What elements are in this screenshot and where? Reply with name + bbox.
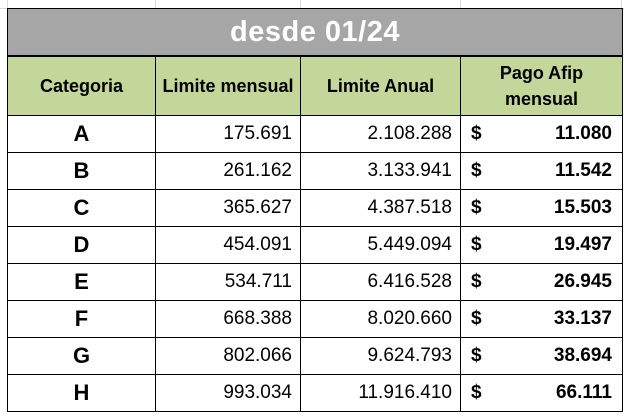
pago-amount: 15.503 <box>553 197 613 218</box>
cell-limite-anual[interactable]: 6.416.528 <box>300 263 461 301</box>
cell-limite-mensual[interactable]: 993.034 <box>155 374 301 412</box>
currency-symbol: $ <box>471 308 482 329</box>
cell-limite-mensual[interactable]: 175.691 <box>155 115 301 153</box>
cell-limite-anual[interactable]: 2.108.288 <box>300 115 461 153</box>
pago-amount: 38.694 <box>553 345 613 366</box>
cell-limite-mensual[interactable]: 261.162 <box>155 152 301 190</box>
table-title[interactable]: desde 01/24 <box>6 8 624 57</box>
header-pago-line1: Pago Afip <box>499 63 584 83</box>
cell-pago-afip[interactable]: $ 38.694 <box>459 337 624 375</box>
pago-amount: 26.945 <box>553 271 613 292</box>
header-limite-anual[interactable]: Limite Anual <box>300 55 461 116</box>
header-pago-line2: mensual <box>504 89 579 109</box>
cell-categoria[interactable]: B <box>7 152 156 190</box>
cell-categoria[interactable]: H <box>7 374 156 412</box>
pago-amount: 11.542 <box>554 160 613 181</box>
table-row: F 668.388 8.020.660 $ 33.137 <box>7 300 624 338</box>
currency-symbol: $ <box>471 345 482 366</box>
header-limite-mensual[interactable]: Limite mensual <box>155 55 301 116</box>
cell-categoria[interactable]: F <box>7 300 156 338</box>
cell-limite-mensual[interactable]: 534.711 <box>155 263 301 301</box>
header-categoria[interactable]: Categoria <box>7 55 156 116</box>
cell-categoria[interactable]: D <box>7 226 156 264</box>
pago-amount: 19.497 <box>553 234 613 255</box>
cell-limite-mensual[interactable]: 454.091 <box>155 226 301 264</box>
currency-symbol: $ <box>471 160 482 181</box>
cell-pago-afip[interactable]: $ 19.497 <box>459 226 624 264</box>
currency-symbol: $ <box>471 234 482 255</box>
table-row: D 454.091 5.449.094 $ 19.497 <box>7 226 624 264</box>
cell-limite-anual[interactable]: 9.624.793 <box>300 337 461 375</box>
cell-categoria[interactable]: A <box>7 115 156 153</box>
table-row: G 802.066 9.624.793 $ 38.694 <box>7 337 624 375</box>
cell-limite-anual[interactable]: 3.133.941 <box>300 152 461 190</box>
header-pago-afip-mensual[interactable]: Pago Afip mensual <box>459 55 624 116</box>
cell-limite-mensual[interactable]: 668.388 <box>155 300 301 338</box>
table-row: A 175.691 2.108.288 $ 11.080 <box>7 115 624 153</box>
afip-categories-table: desde 01/24 Categoria Limite mensual Lim… <box>6 8 624 412</box>
cell-limite-anual[interactable]: 8.020.660 <box>300 300 461 338</box>
currency-symbol: $ <box>471 123 482 144</box>
cell-pago-afip[interactable]: $ 33.137 <box>459 300 624 338</box>
cell-pago-afip[interactable]: $ 66.111 <box>459 374 624 412</box>
cell-categoria[interactable]: G <box>7 337 156 375</box>
cell-limite-anual[interactable]: 11.916.410 <box>300 374 461 412</box>
pago-amount: 33.137 <box>553 308 613 329</box>
cell-pago-afip[interactable]: $ 11.080 <box>459 115 624 153</box>
table-row: C 365.627 4.387.518 $ 15.503 <box>7 189 624 227</box>
table-row: B 261.162 3.133.941 $ 11.542 <box>7 152 624 190</box>
currency-symbol: $ <box>471 197 482 218</box>
pago-amount: 66.111 <box>555 382 613 403</box>
header-row: Categoria Limite mensual Limite Anual Pa… <box>7 55 624 116</box>
currency-symbol: $ <box>471 382 482 403</box>
cell-limite-anual[interactable]: 4.387.518 <box>300 189 461 227</box>
cell-categoria[interactable]: C <box>7 189 156 227</box>
table-row: H 993.034 11.916.410 $ 66.111 <box>7 374 624 412</box>
table-row: E 534.711 6.416.528 $ 26.945 <box>7 263 624 301</box>
cell-categoria[interactable]: E <box>7 263 156 301</box>
pago-amount: 11.080 <box>554 123 613 144</box>
cell-limite-mensual[interactable]: 802.066 <box>155 337 301 375</box>
cell-pago-afip[interactable]: $ 11.542 <box>459 152 624 190</box>
currency-symbol: $ <box>471 271 482 292</box>
cell-pago-afip[interactable]: $ 15.503 <box>459 189 624 227</box>
cell-pago-afip[interactable]: $ 26.945 <box>459 263 624 301</box>
cell-limite-anual[interactable]: 5.449.094 <box>300 226 461 264</box>
cell-limite-mensual[interactable]: 365.627 <box>155 189 301 227</box>
title-row: desde 01/24 <box>6 8 624 57</box>
